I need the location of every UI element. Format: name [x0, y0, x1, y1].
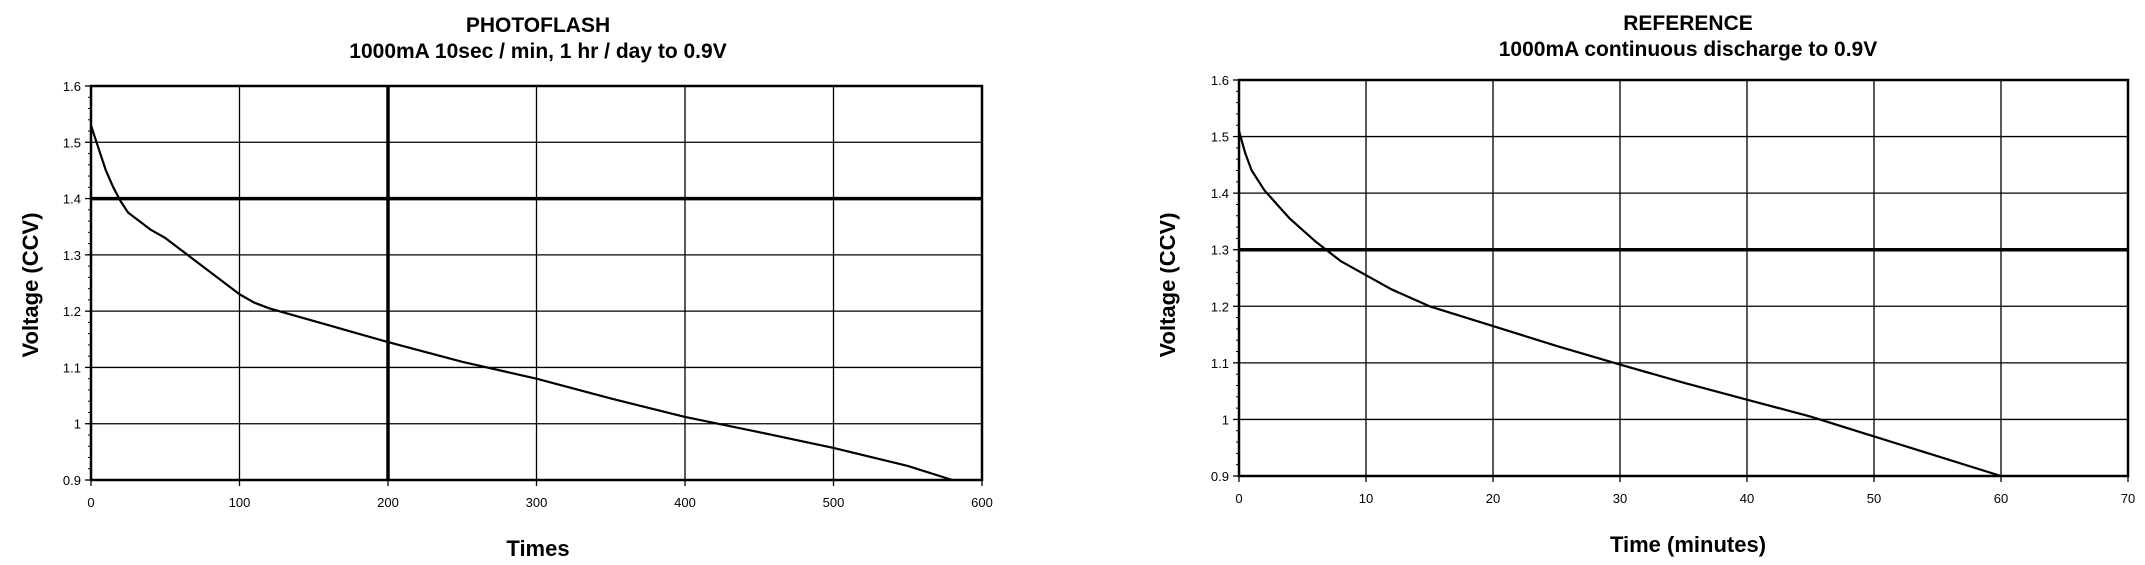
x-tick-label: 50 [1867, 491, 1881, 506]
y-tick-label: 0.9 [1211, 469, 1229, 484]
y-tick-label: 1.6 [63, 79, 81, 94]
y-tick-label: 1 [74, 417, 81, 432]
x-tick-label: 400 [674, 495, 696, 510]
x-tick-label: 600 [971, 495, 993, 510]
y-axis-label: Voltage (CCV) [1160, 212, 1180, 357]
x-tick-label: 0 [87, 495, 94, 510]
plot-area-frame [1237, 78, 2130, 478]
x-tick-label: 0 [1235, 491, 1242, 506]
chart-subtitle: 1000mA 10sec / min, 1 hr / day to 0.9V [349, 40, 726, 63]
y-tick-label: 1.2 [1211, 299, 1229, 314]
reference-chart-svg: REFERENCE 1000mA continuous discharge to… [1160, 12, 2135, 557]
photoflash-chart-svg: PHOTOFLASH 1000mA 10sec / min, 1 hr / da… [18, 14, 993, 561]
discharge-curve-line [1237, 130, 2002, 478]
x-tick-label: 70 [2121, 491, 2135, 506]
x-tick-label: 10 [1359, 491, 1373, 506]
y-tick-label: 1.4 [63, 192, 81, 207]
y-tick-label: 1.4 [1211, 186, 1229, 201]
x-tick-label: 200 [377, 495, 399, 510]
y-tick-label: 1.5 [1211, 130, 1229, 145]
y-tick-label: 1.1 [1211, 356, 1229, 371]
x-tick-label: 100 [229, 495, 251, 510]
chart-title: PHOTOFLASH [466, 14, 610, 37]
y-tick-label: 1.1 [63, 360, 81, 375]
x-tick-label: 30 [1613, 491, 1627, 506]
x-tick-label: 20 [1486, 491, 1500, 506]
x-axis-label: Time (minutes) [1610, 532, 1766, 557]
y-tick-label: 1 [1222, 412, 1229, 427]
plot-area-frame [89, 84, 984, 482]
photoflash-chart: PHOTOFLASH 1000mA 10sec / min, 1 hr / da… [0, 0, 1060, 565]
y-tick-label: 1.5 [63, 135, 81, 150]
y-tick-label: 1.6 [1211, 73, 1229, 88]
discharge-curve-line [89, 125, 953, 482]
chart-title: REFERENCE [1623, 12, 1753, 35]
y-tick-label: 1.3 [1211, 243, 1229, 258]
x-axis-label: Times [506, 536, 569, 561]
reference-chart: REFERENCE 1000mA continuous discharge to… [1160, 0, 2145, 565]
x-tick-label: 60 [1994, 491, 2008, 506]
y-tick-label: 0.9 [63, 473, 81, 488]
chart-subtitle: 1000mA continuous discharge to 0.9V [1499, 38, 1878, 61]
x-tick-label: 40 [1740, 491, 1754, 506]
y-tick-label: 1.2 [63, 304, 81, 319]
x-tick-label: 300 [526, 495, 548, 510]
y-tick-label: 1.3 [63, 248, 81, 263]
x-tick-label: 500 [823, 495, 845, 510]
y-axis-label: Voltage (CCV) [18, 212, 43, 357]
